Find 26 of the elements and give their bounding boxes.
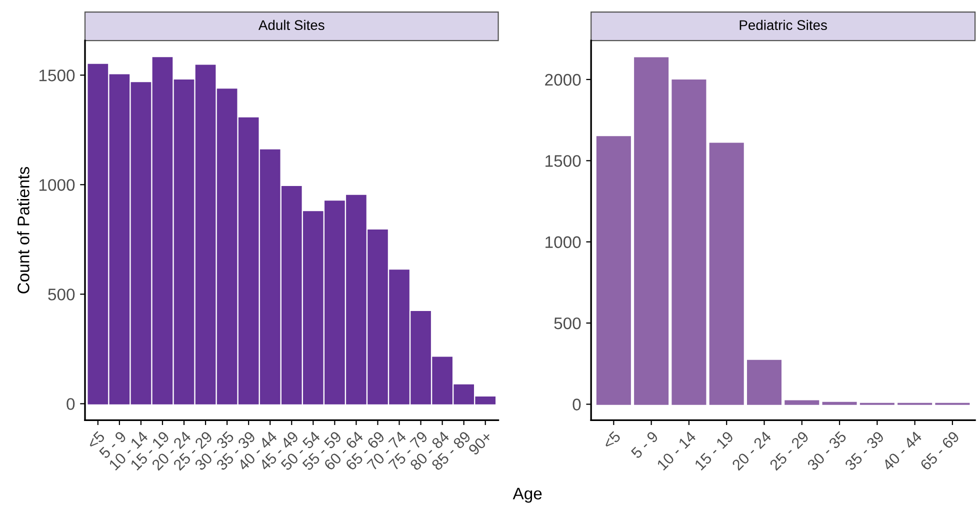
chart-title: Pediatric Sites — [740, 20, 827, 30]
y-tick-label: 500 — [554, 317, 581, 330]
y-tick-label: 1500 — [546, 155, 581, 167]
y-tick-label: 1000 — [546, 236, 581, 248]
y-tick-label: 0 — [572, 398, 581, 410]
y-axis-title: Count of Patients — [17, 167, 30, 294]
y-tick-label: 0 — [66, 398, 75, 410]
y-tick-label: 1500 — [39, 70, 75, 82]
x-tick-label: 10 - 14 — [656, 430, 697, 471]
bar — [784, 400, 820, 405]
x-tick-label: 20 - 24 — [731, 430, 772, 471]
bar — [709, 142, 744, 405]
x-tick-label: 5 - 9 — [630, 430, 659, 459]
chart-title: Adult Sites — [258, 20, 324, 30]
x-tick-label: 65 - 69 — [920, 430, 960, 471]
x-axis-title: Age — [512, 488, 542, 503]
bar — [672, 79, 706, 405]
bar — [596, 136, 631, 405]
bar — [634, 57, 669, 405]
x-tick-label: 25 - 29 — [769, 430, 810, 471]
y-tick-label: 2000 — [545, 74, 581, 86]
bar — [746, 360, 782, 405]
x-tick-label: 90+ — [468, 430, 493, 456]
y-tick-label: 500 — [48, 288, 75, 300]
x-tick-label: <5 — [602, 430, 622, 450]
y-tick-label: 1000 — [39, 179, 75, 191]
